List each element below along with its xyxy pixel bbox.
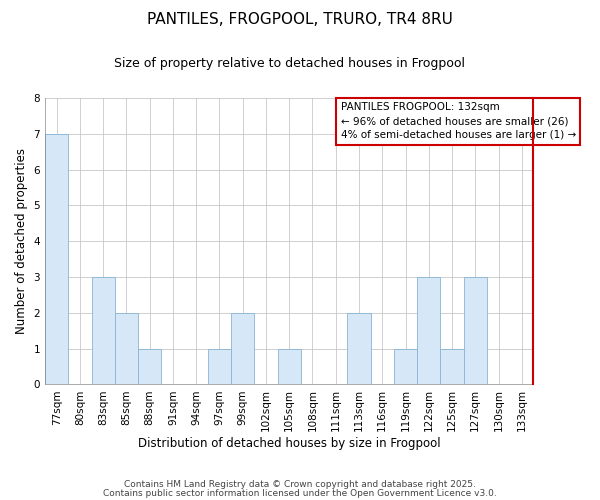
Bar (347, 313, 371, 384)
Y-axis label: Number of detached properties: Number of detached properties (15, 148, 28, 334)
Bar (138, 348, 161, 384)
Bar (208, 348, 231, 384)
Bar (464, 277, 487, 384)
Text: Contains public sector information licensed under the Open Government Licence v3: Contains public sector information licen… (103, 488, 497, 498)
Bar (394, 348, 417, 384)
Bar (440, 348, 464, 384)
Bar (231, 313, 254, 384)
Text: Contains HM Land Registry data © Crown copyright and database right 2025.: Contains HM Land Registry data © Crown c… (124, 480, 476, 489)
Bar (45, 134, 68, 384)
Text: PANTILES, FROGPOOL, TRURO, TR4 8RU: PANTILES, FROGPOOL, TRURO, TR4 8RU (147, 12, 453, 28)
Bar (92, 277, 115, 384)
Bar (115, 313, 138, 384)
Bar (417, 277, 440, 384)
Bar (278, 348, 301, 384)
X-axis label: Distribution of detached houses by size in Frogpool: Distribution of detached houses by size … (138, 437, 440, 450)
Text: PANTILES FROGPOOL: 132sqm
← 96% of detached houses are smaller (26)
4% of semi-d: PANTILES FROGPOOL: 132sqm ← 96% of detac… (341, 102, 576, 141)
Title: Size of property relative to detached houses in Frogpool: Size of property relative to detached ho… (114, 58, 465, 70)
